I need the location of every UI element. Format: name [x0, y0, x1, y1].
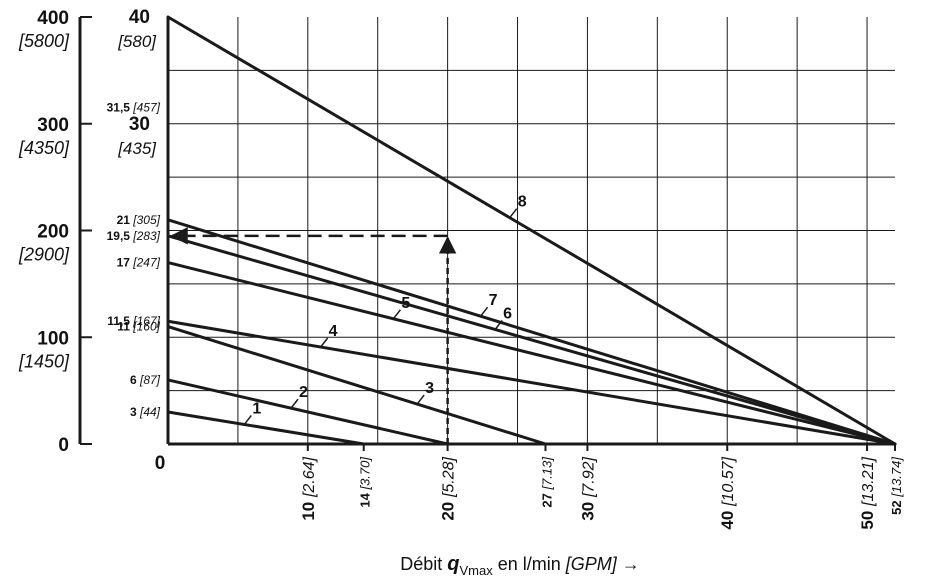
inner-y-minor-label: 11 [160]	[117, 320, 160, 334]
series-line-5	[166, 261, 897, 446]
x-axis-title-arrow: →	[617, 554, 640, 574]
series-label-5: 5	[401, 295, 410, 312]
x-tick-label: 30 [7.92]	[578, 456, 597, 520]
x-tick-label: 14 [3.70]	[358, 457, 373, 508]
outer-y-tick-label: 0	[58, 435, 69, 456]
x-tick-value-alt: [10.57]	[720, 456, 737, 506]
inner-y-minor-label: 31,5 [457]	[107, 101, 161, 115]
series-label-leader	[290, 398, 299, 409]
x-tick-value-alt: [13.21]	[860, 456, 877, 506]
x-tick-value: 27	[539, 490, 554, 508]
x-axis-title: Débit qVmax en l/min [GPM] →	[400, 553, 640, 578]
inner-y-minor-value-alt: [167]	[132, 314, 160, 328]
x-tick-value: 10	[299, 497, 318, 521]
series-line-6	[166, 234, 897, 446]
x-tick-value: 52	[889, 497, 904, 515]
x-tick-value-alt: [3.70]	[358, 457, 373, 491]
series-label-1: 1	[252, 400, 261, 417]
x-axis-title-unit-text: en l/min	[493, 554, 566, 574]
outer-y-tick-label-alt: [1450]	[18, 351, 70, 371]
series-label-6: 6	[503, 306, 512, 323]
inner-y-minor-value: 19,5	[107, 229, 134, 243]
series-line-4	[166, 319, 897, 446]
chart-axes	[78, 16, 896, 451]
x-tick-label: 50 [13.21]	[858, 456, 877, 529]
series-label-leader	[509, 208, 518, 219]
outer-y-tick-label-alt: [4350]	[18, 138, 70, 158]
x-axis-title-unit: [GPM]	[565, 554, 618, 574]
series-label-leader	[480, 306, 489, 317]
x-tick-label: 10 [2.64]	[299, 456, 318, 520]
inner-y-minor-label: 11,5 [167]	[107, 314, 160, 328]
outer-y-tick-label-alt: [5800]	[18, 31, 70, 51]
x-axis-title-subscript: Vmax	[459, 563, 493, 578]
inner-y-minor-value-alt: [457]	[132, 101, 160, 115]
series-label-8: 8	[518, 194, 527, 211]
inner-y-minor-value: 11	[117, 320, 133, 334]
series-label-7: 7	[489, 292, 498, 309]
x-tick-label: 52 [13.74]	[889, 457, 904, 515]
inner-y-minor-label: 3 [44]	[130, 405, 161, 419]
series-line-7	[166, 218, 897, 446]
series-label-leader	[320, 337, 329, 348]
series-label-2: 2	[299, 384, 308, 401]
outer-y-tick-label: 300	[37, 115, 69, 136]
inner-y-minor-label: 21 [305]	[117, 213, 161, 227]
series-label-leader	[416, 394, 425, 405]
inner-y-minor-label: 6 [87]	[130, 373, 161, 387]
inner-y-minor-value-alt: [160]	[132, 320, 160, 334]
x-tick-value: 20	[439, 497, 458, 521]
chart-labels: 0100[1450]200[2900]300[4350]400[5800]40[…	[18, 7, 904, 530]
series-line-3	[166, 325, 547, 446]
inner-y-minor-value: 31,5	[107, 101, 134, 115]
series-label-3: 3	[425, 380, 434, 397]
x-tick-value: 14	[358, 490, 373, 508]
x-tick-value-alt: [2.64]	[301, 456, 318, 498]
x-tick-label: 40 [10.57]	[718, 456, 737, 529]
series-line-8	[166, 15, 897, 446]
x-tick-value-alt: [13.74]	[889, 457, 904, 498]
outer-y-tick-label: 200	[37, 222, 69, 243]
inner-y-minor-label: 17 [247]	[117, 256, 161, 270]
inner-y-major-label-alt: [435]	[117, 139, 157, 158]
inner-y-minor-value: 6	[130, 373, 140, 387]
x-tick-value-alt: [7.13]	[539, 457, 554, 491]
inner-y-minor-value-alt: [87]	[139, 373, 161, 387]
x-origin-label: 0	[155, 453, 166, 474]
inner-y-minor-value: 17	[117, 256, 134, 270]
series-line-2	[166, 378, 450, 446]
series-label-leader	[392, 309, 401, 320]
inner-y-minor-value: 11,5	[107, 314, 133, 328]
x-axis-title-symbol: q	[447, 553, 459, 575]
inner-y-minor-value: 3	[130, 405, 140, 419]
x-tick-label: 27 [7.13]	[539, 457, 554, 508]
chart-series	[166, 15, 897, 446]
series-line-1	[166, 410, 366, 446]
example-reading-guide	[170, 227, 457, 444]
inner-y-major-label: 40	[129, 7, 150, 28]
inner-y-major-label: 30	[129, 114, 150, 135]
x-tick-label: 20 [5.28]	[439, 456, 458, 520]
inner-y-minor-value-alt: [305]	[132, 213, 160, 227]
inner-y-minor-value-alt: [283]	[132, 229, 160, 243]
inner-y-major-label-alt: [580]	[117, 32, 157, 51]
series-label-leader	[243, 415, 252, 425]
inner-y-minor-value-alt: [44]	[139, 405, 161, 419]
x-tick-value: 50	[858, 506, 877, 530]
x-tick-value-alt: [5.28]	[441, 456, 458, 498]
outer-y-tick-label: 400	[37, 8, 69, 29]
inner-y-minor-label: 19,5 [283]	[107, 229, 161, 243]
inner-y-minor-value-alt: [247]	[132, 256, 160, 270]
series-label-4: 4	[329, 323, 338, 340]
x-tick-value: 30	[578, 497, 597, 521]
series-label-leader	[494, 320, 503, 330]
x-tick-value-alt: [7.92]	[580, 456, 597, 498]
x-tick-value: 40	[718, 506, 737, 530]
x-axis-title-prefix: Débit	[400, 554, 447, 574]
outer-y-tick-label-alt: [2900]	[18, 245, 70, 265]
inner-y-minor-value: 21	[117, 213, 134, 227]
outer-y-tick-label: 100	[37, 328, 69, 349]
